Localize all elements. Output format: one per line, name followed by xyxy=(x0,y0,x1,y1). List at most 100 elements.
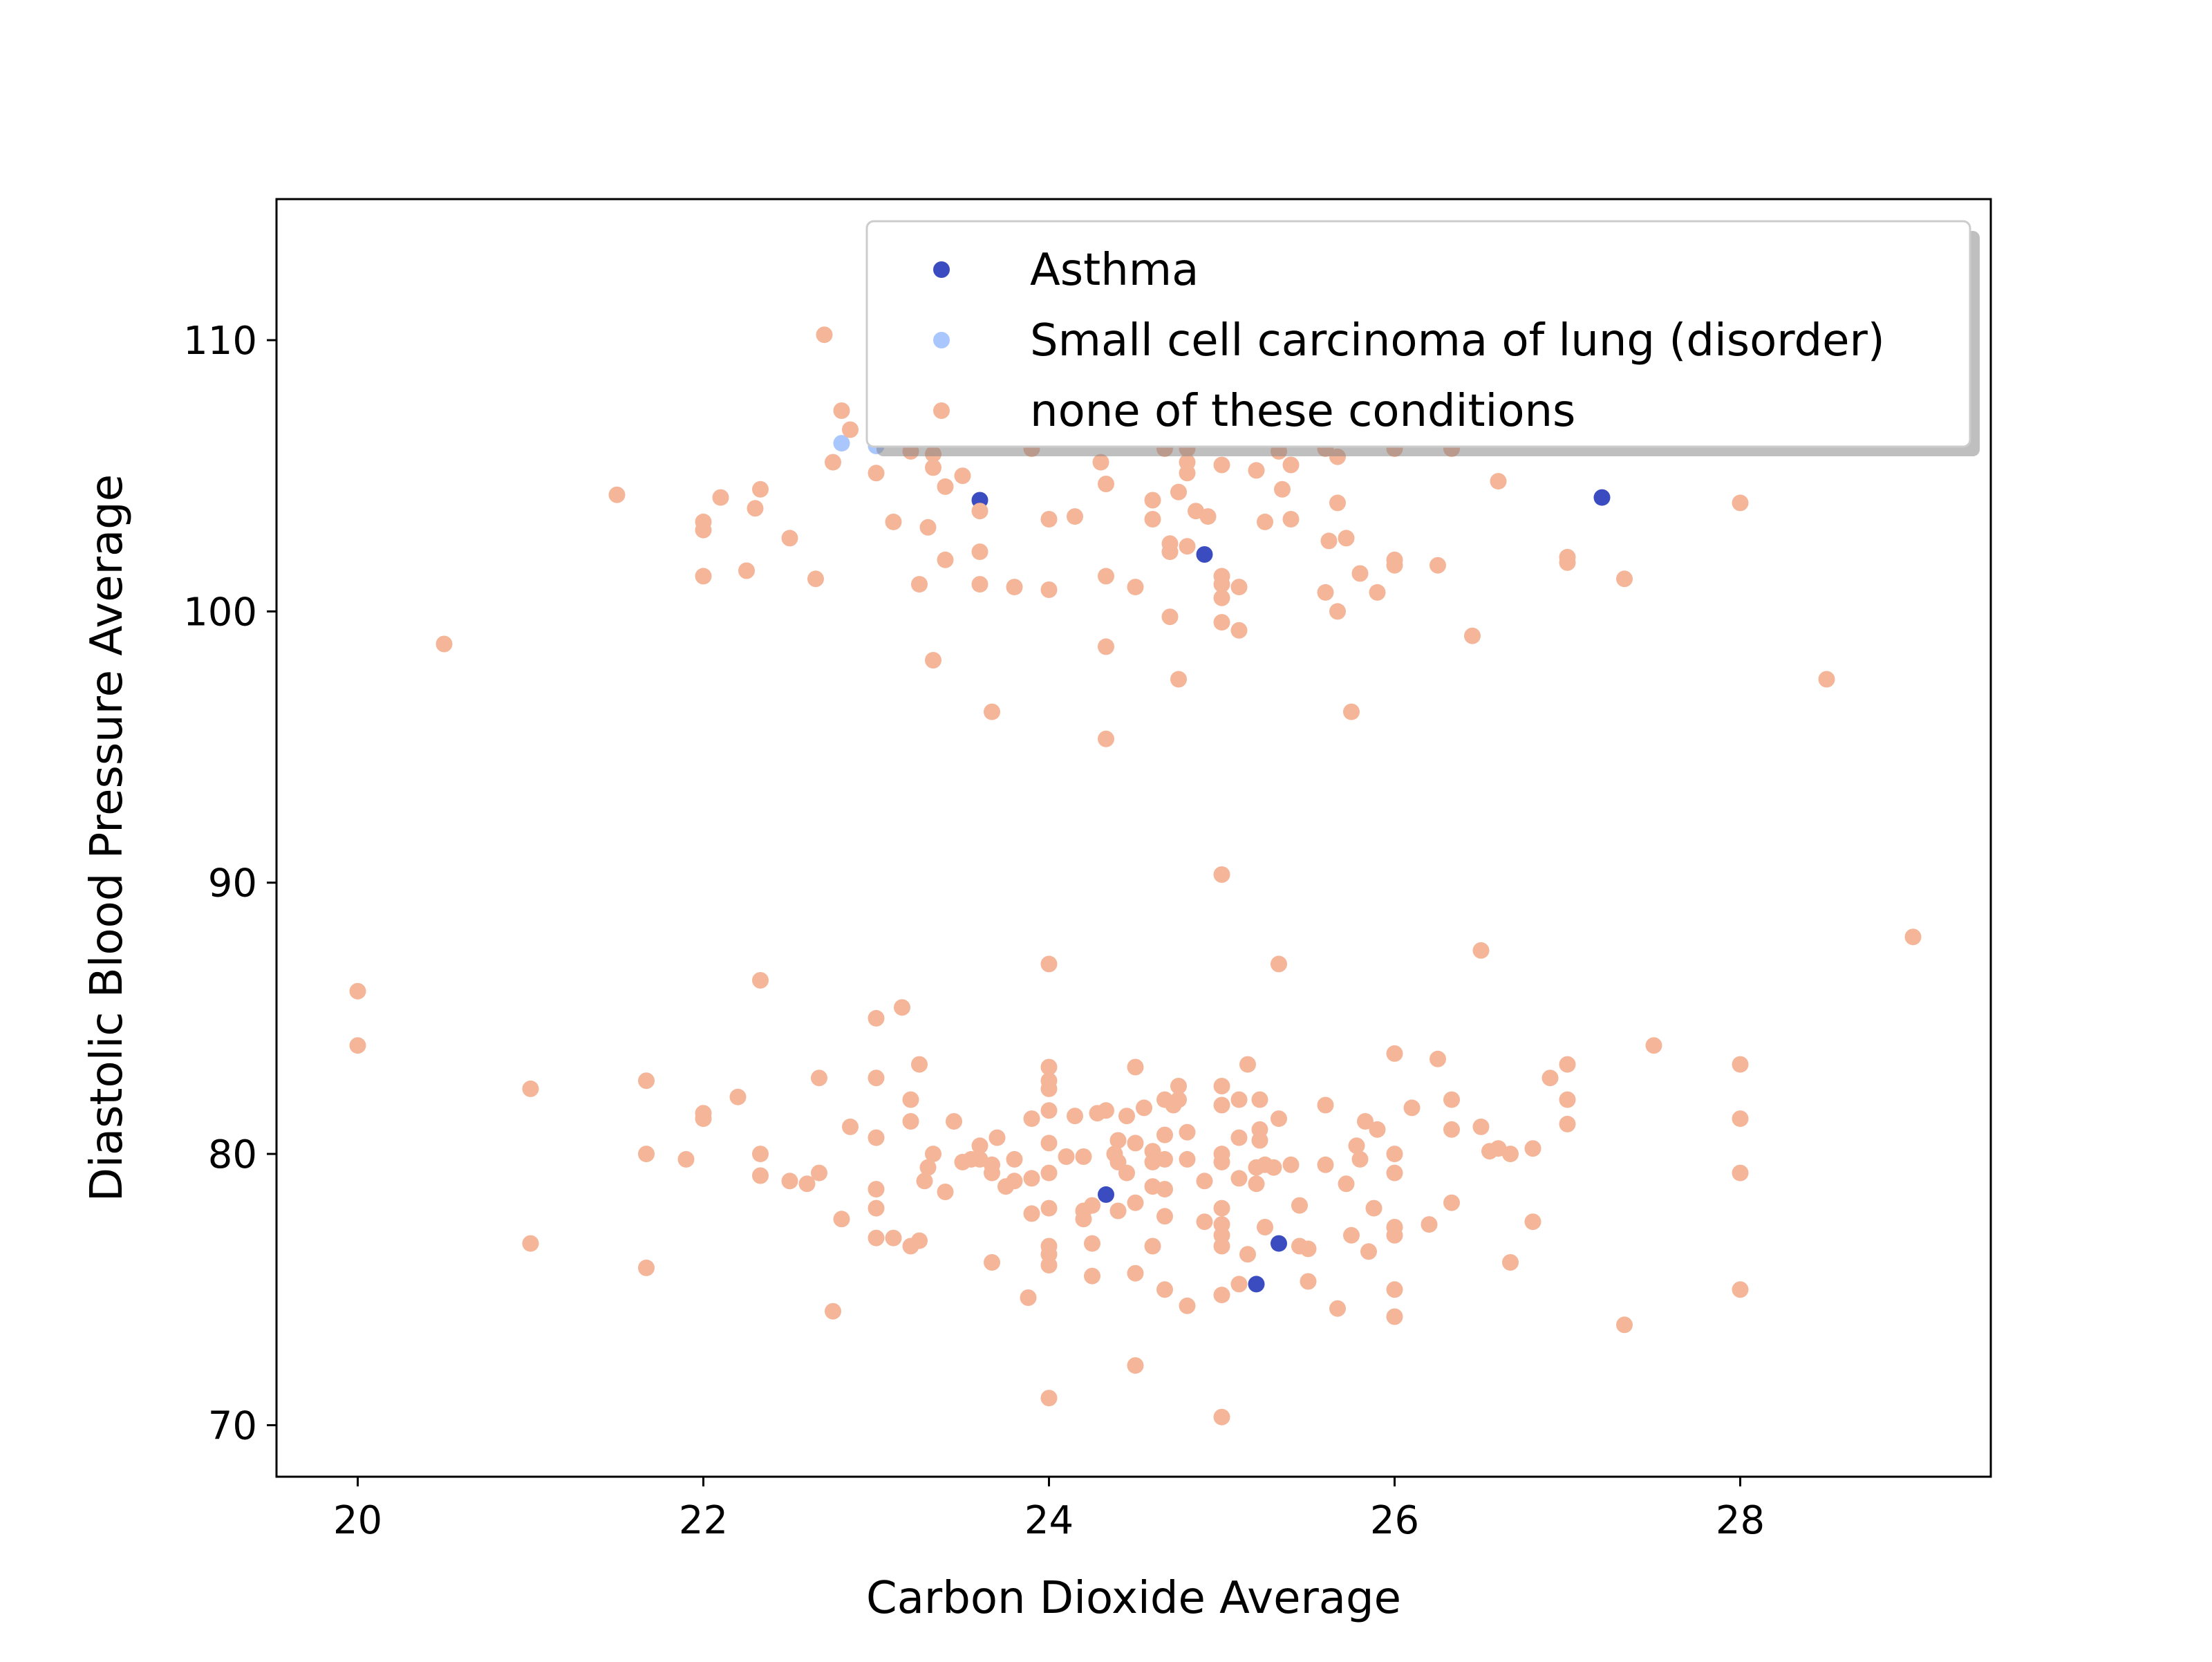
data-point xyxy=(1196,546,1213,563)
data-point xyxy=(1127,1357,1144,1374)
data-point xyxy=(1127,1264,1144,1282)
data-point xyxy=(638,1072,655,1090)
plot-frame xyxy=(275,198,1992,1478)
data-point xyxy=(1559,554,1576,571)
legend-marker xyxy=(933,402,950,419)
data-point xyxy=(1386,557,1403,574)
data-point xyxy=(1616,1316,1633,1334)
data-point xyxy=(971,576,988,593)
data-point xyxy=(842,421,859,438)
legend-marker xyxy=(933,261,950,278)
data-point xyxy=(894,999,910,1016)
x-axis-label: Carbon Dioxide Average xyxy=(866,1573,1401,1624)
data-point xyxy=(1084,1267,1100,1285)
data-point xyxy=(1282,456,1300,474)
data-point xyxy=(1075,1148,1092,1165)
data-point xyxy=(919,519,937,536)
data-point xyxy=(1161,543,1179,561)
data-point xyxy=(811,1164,827,1182)
data-point xyxy=(1213,1096,1230,1114)
data-point xyxy=(1196,1173,1213,1190)
data-point xyxy=(911,1056,928,1073)
data-point xyxy=(1369,583,1386,601)
y-tick-label: 70 xyxy=(208,1403,257,1448)
data-point xyxy=(1317,1096,1334,1114)
data-point xyxy=(435,635,453,653)
data-point xyxy=(1329,603,1346,620)
data-point xyxy=(1213,1199,1230,1217)
data-point xyxy=(522,1235,539,1252)
data-point xyxy=(833,435,850,452)
data-point xyxy=(1199,508,1217,525)
data-point xyxy=(695,521,712,539)
data-point xyxy=(1023,1205,1040,1222)
data-point xyxy=(1274,480,1291,498)
data-point xyxy=(798,1175,816,1193)
data-point xyxy=(1616,570,1633,588)
data-point xyxy=(1040,955,1058,973)
data-point xyxy=(1118,1164,1135,1182)
data-point xyxy=(1559,1115,1576,1132)
data-point xyxy=(984,1254,1000,1271)
data-point xyxy=(729,1088,747,1105)
data-point xyxy=(1271,955,1287,973)
data-point xyxy=(1251,1091,1268,1108)
data-point xyxy=(1040,581,1058,598)
data-point xyxy=(902,1113,919,1130)
data-point xyxy=(811,1070,827,1087)
data-point xyxy=(1386,1308,1403,1325)
data-point xyxy=(1213,1153,1230,1170)
data-point xyxy=(1098,730,1114,747)
data-point xyxy=(1317,583,1334,601)
data-point xyxy=(1338,1175,1355,1193)
data-point xyxy=(1265,1159,1282,1176)
data-point xyxy=(1156,1181,1173,1198)
data-point xyxy=(1040,1135,1058,1152)
data-point xyxy=(1075,1211,1092,1228)
data-point xyxy=(937,478,954,495)
data-point xyxy=(1248,462,1265,479)
data-point xyxy=(1502,1254,1519,1271)
data-point xyxy=(1156,1126,1173,1143)
data-point xyxy=(1040,1257,1058,1273)
x-tick-label: 20 xyxy=(333,1498,382,1543)
data-point xyxy=(1248,1175,1265,1193)
data-point xyxy=(1006,1173,1023,1190)
legend: Asthma Small cell carcinoma of lung (diso… xyxy=(865,220,1980,456)
data-point xyxy=(1023,1170,1040,1187)
y-axis: 70 80 90 100 110 xyxy=(183,319,276,1448)
data-point xyxy=(1098,638,1114,655)
data-point xyxy=(1818,671,1835,688)
data-point xyxy=(1282,511,1300,527)
data-point xyxy=(738,562,755,579)
x-tick-label: 24 xyxy=(1024,1498,1074,1543)
data-point xyxy=(1300,1273,1317,1290)
data-point xyxy=(781,1173,798,1190)
data-point xyxy=(1058,1148,1075,1165)
data-point xyxy=(1386,1226,1403,1244)
data-point xyxy=(1109,1202,1127,1220)
data-point xyxy=(1443,1091,1460,1108)
x-tick-label: 28 xyxy=(1716,1498,1765,1543)
data-point xyxy=(1239,1056,1256,1073)
data-point xyxy=(868,1199,885,1217)
data-point xyxy=(1524,1213,1541,1231)
data-point xyxy=(984,1164,1000,1182)
data-point xyxy=(1213,1078,1230,1094)
data-point xyxy=(608,486,626,503)
data-point xyxy=(868,1229,885,1246)
data-point xyxy=(1156,1208,1173,1225)
data-point xyxy=(1040,1102,1058,1119)
data-point xyxy=(1213,1408,1230,1426)
data-point xyxy=(1593,489,1611,506)
data-point xyxy=(833,1211,850,1228)
data-point xyxy=(1443,1194,1460,1211)
data-point xyxy=(1291,1197,1308,1214)
data-point xyxy=(868,1129,885,1146)
data-point xyxy=(752,480,769,498)
legend-label: Small cell carcinoma of lung (disorder) xyxy=(1030,315,1885,366)
data-point xyxy=(1161,608,1179,626)
data-point xyxy=(1144,511,1161,527)
data-point xyxy=(1213,1238,1230,1255)
